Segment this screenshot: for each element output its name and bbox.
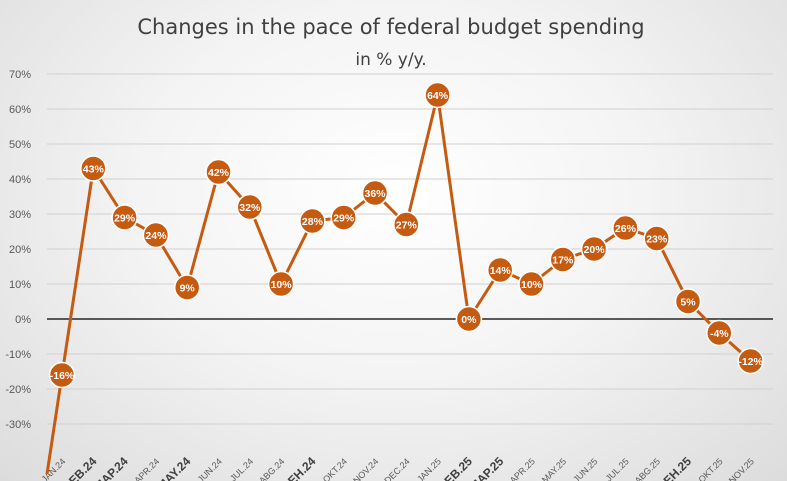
x-tick-label: JAN.24 — [39, 456, 67, 481]
data-label: 5% — [680, 297, 696, 309]
data-label: -4% — [710, 328, 729, 340]
chart-title: Changes in the pace of federal budget sp… — [137, 15, 644, 39]
data-label: 23% — [646, 234, 668, 246]
x-tick-label: ФЕВ.25 — [434, 454, 475, 481]
y-tick-label: 30% — [9, 209, 31, 221]
data-series: -16% 43% 29% 24% 9% 42% 32% 10% 28% 29% 36% 27% 64% 0… — [45, 81, 764, 475]
data-point — [48, 361, 76, 389]
y-tick-label: 50% — [9, 139, 31, 151]
data-label: 36% — [364, 188, 386, 200]
x-tick-label: CEH.25 — [655, 454, 695, 481]
data-label: -12% — [738, 356, 763, 368]
y-tick-label: 20% — [9, 244, 31, 256]
data-point — [674, 288, 702, 315]
x-tick-label: OKT.24 — [321, 456, 349, 481]
x-tick-label: CEH.24 — [279, 454, 319, 481]
data-label: 28% — [302, 216, 324, 228]
data-point — [706, 319, 733, 347]
data-label: -16% — [50, 370, 75, 382]
data-label: 17% — [552, 255, 574, 267]
data-label: 20% — [584, 244, 606, 256]
y-tick-label: 70% — [9, 69, 31, 81]
x-tick-label: ABG.25 — [633, 456, 662, 481]
x-tick-label: ABG.24 — [257, 456, 286, 481]
y-tick-label: 0% — [15, 314, 31, 326]
data-point — [299, 207, 326, 235]
y-axis: 70% 60% 50% 40% 30% 20% 10% 0% -10% -20% -30% — [5, 69, 31, 431]
data-point — [643, 225, 670, 252]
data-point — [205, 158, 232, 186]
data-label: 10% — [521, 279, 543, 291]
data-point — [361, 179, 389, 207]
data-label: 0% — [461, 314, 477, 326]
data-point — [393, 211, 420, 238]
x-tick-label: MAP.24 — [91, 454, 131, 481]
data-label: 26% — [615, 223, 637, 235]
data-label: 32% — [239, 202, 261, 214]
x-tick-label: MAY.24 — [154, 454, 193, 481]
data-point — [267, 270, 295, 298]
data-point — [486, 256, 514, 284]
data-label: 27% — [396, 220, 418, 232]
x-tick-label: MAY.25 — [540, 456, 568, 481]
data-point — [236, 193, 264, 221]
x-tick-label: JUN.25 — [571, 456, 599, 481]
x-tick-label: APR.24 — [132, 456, 161, 481]
data-point — [549, 246, 577, 273]
data-label: 14% — [490, 265, 512, 277]
data-label: 29% — [333, 213, 355, 225]
data-point — [455, 305, 483, 333]
data-label: 64% — [427, 90, 449, 102]
y-tick-label: -10% — [5, 349, 31, 361]
data-point — [173, 274, 201, 301]
x-tick-label: NOV.25 — [727, 456, 756, 481]
x-tick-label: JUN.24 — [196, 456, 224, 481]
x-tick-label: JUL.24 — [228, 456, 255, 481]
data-label: 29% — [114, 213, 136, 225]
chart-subtitle: in % y/y. — [355, 50, 426, 70]
data-label: 43% — [83, 164, 105, 176]
y-tick-label: 60% — [9, 104, 31, 116]
data-point — [111, 204, 138, 231]
y-tick-label: -20% — [5, 384, 31, 396]
x-tick-label: NOV.24 — [351, 456, 380, 481]
data-point — [142, 221, 170, 249]
y-tick-label: 40% — [9, 174, 31, 186]
data-point — [518, 270, 545, 298]
x-tick-label: ФЕВ.24 — [59, 454, 100, 481]
x-tick-label: MAP.25 — [467, 454, 507, 481]
y-tick-label: 10% — [9, 279, 31, 291]
x-tick-label: JAN.25 — [415, 456, 443, 481]
data-point — [737, 347, 764, 375]
x-tick-label: JUL.25 — [604, 456, 631, 481]
data-label: 10% — [271, 279, 293, 291]
x-tick-label: OKT.25 — [696, 456, 724, 481]
data-label: 9% — [180, 283, 196, 295]
x-tick-label: APR.25 — [508, 456, 537, 481]
y-tick-label: -30% — [5, 419, 31, 431]
data-label: 24% — [145, 230, 167, 242]
data-point — [80, 155, 107, 182]
data-point — [424, 81, 451, 109]
data-point — [330, 204, 357, 231]
data-label: 42% — [208, 167, 230, 179]
data-point — [612, 214, 639, 242]
data-point — [580, 235, 608, 263]
x-tick-label: DEC.24 — [382, 456, 411, 481]
